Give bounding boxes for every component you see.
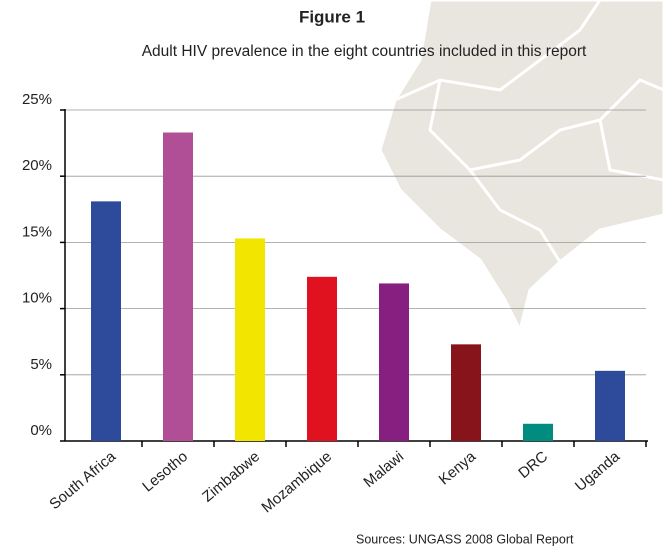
chart-title: Figure 1 [299, 7, 365, 26]
x-tick-label: Malawi [360, 448, 407, 491]
chart-subtitle: Adult HIV prevalence in the eight countr… [142, 43, 587, 60]
x-tick-label: DRC [515, 448, 551, 482]
x-tick-label: Lesotho [139, 448, 191, 495]
y-tick-label: 5% [30, 356, 52, 373]
y-tick-label: 15% [22, 223, 52, 240]
bar [379, 283, 409, 441]
y-tick-label: 20% [22, 157, 52, 174]
x-tick-label: Zimbabwe [199, 448, 263, 506]
x-tick-label: South Africa [46, 448, 119, 513]
bar [307, 276, 337, 441]
y-tick-label: 0% [30, 422, 52, 439]
map-background [378, 0, 664, 335]
x-tick-label: Uganda [572, 448, 624, 495]
bar [523, 423, 553, 441]
x-tick-label: Kenya [436, 448, 480, 489]
y-tick-label: 10% [22, 290, 52, 307]
bar [451, 344, 481, 441]
bar [235, 238, 265, 441]
x-tick-label: Mozambique [258, 448, 335, 516]
bar [163, 132, 193, 441]
y-tick-label: 25% [22, 91, 52, 108]
source-note: Sources: UNGASS 2008 Global Report [356, 532, 574, 546]
bar [91, 201, 121, 441]
bar [595, 370, 625, 441]
